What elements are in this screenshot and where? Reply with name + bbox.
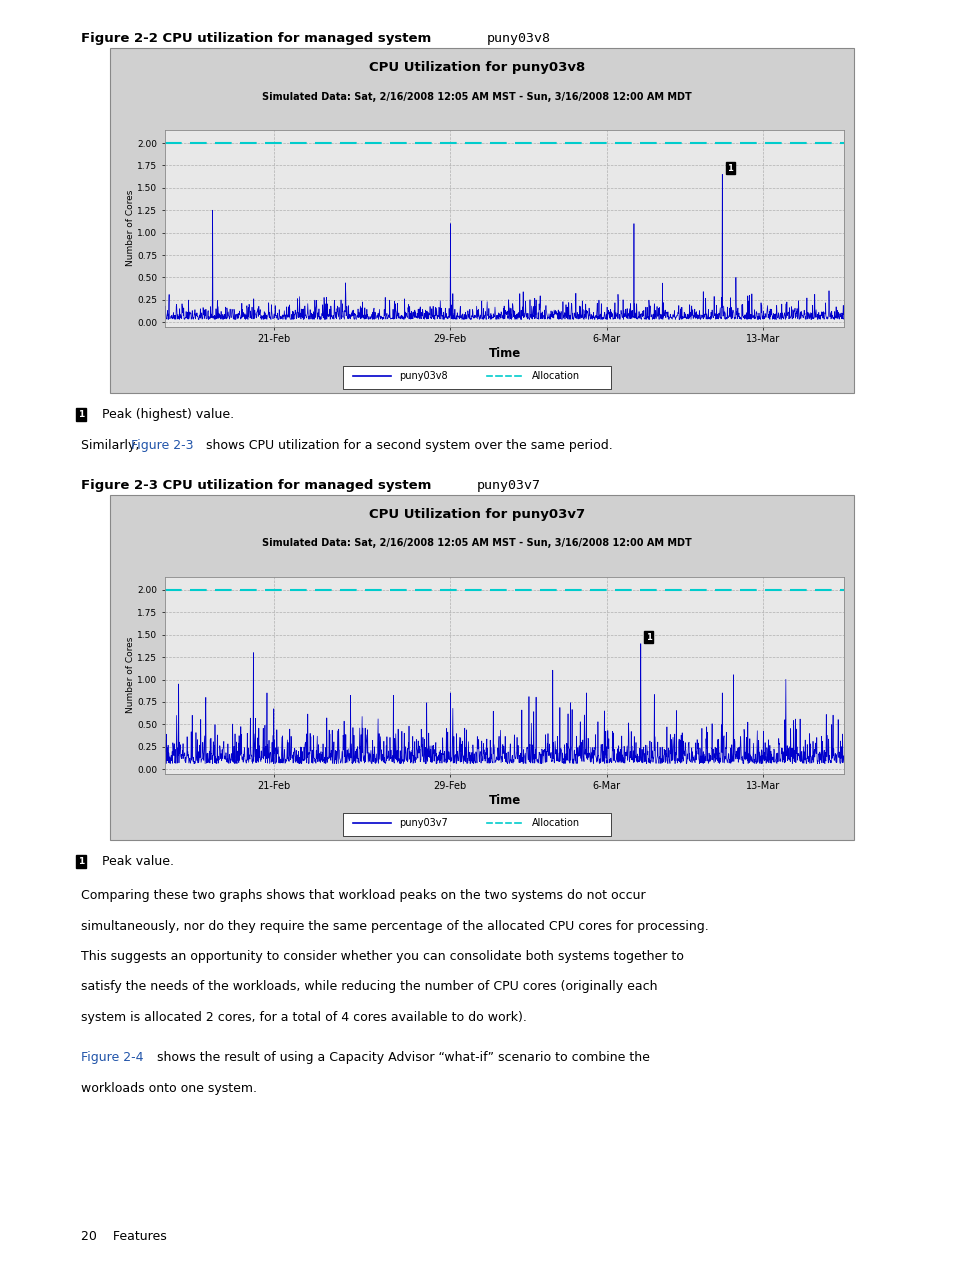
Text: CPU Utilization for puny03v8: CPU Utilization for puny03v8: [369, 61, 584, 74]
Text: Comparing these two graphs shows that workload peaks on the two systems do not o: Comparing these two graphs shows that wo…: [81, 890, 645, 902]
Y-axis label: Number of Cores: Number of Cores: [126, 637, 134, 713]
Text: simultaneously, nor do they require the same percentage of the allocated CPU cor: simultaneously, nor do they require the …: [81, 920, 708, 933]
Text: Peak value.: Peak value.: [102, 854, 173, 868]
Text: 1: 1: [78, 409, 84, 419]
Text: puny03v8: puny03v8: [486, 32, 550, 44]
Text: Peak (highest) value.: Peak (highest) value.: [102, 408, 233, 421]
Text: Figure 2-3 CPU utilization for managed system: Figure 2-3 CPU utilization for managed s…: [81, 479, 440, 492]
Text: puny03v7: puny03v7: [476, 479, 540, 492]
Text: Simulated Data: Sat, 2/16/2008 12:05 AM MST - Sun, 3/16/2008 12:00 AM MDT: Simulated Data: Sat, 2/16/2008 12:05 AM …: [262, 92, 691, 102]
Text: shows the result of using a Capacity Advisor “what-if” scenario to combine the: shows the result of using a Capacity Adv…: [152, 1051, 649, 1064]
Text: workloads onto one system.: workloads onto one system.: [81, 1082, 256, 1094]
Text: satisfy the needs of the workloads, while reducing the number of CPU cores (orig: satisfy the needs of the workloads, whil…: [81, 980, 657, 994]
Text: 20    Features: 20 Features: [81, 1230, 167, 1243]
Text: Figure 2-2 CPU utilization for managed system: Figure 2-2 CPU utilization for managed s…: [81, 32, 440, 44]
Text: 1: 1: [726, 164, 732, 173]
Text: Allocation: Allocation: [532, 819, 579, 829]
X-axis label: Time: Time: [488, 347, 520, 360]
X-axis label: Time: Time: [488, 794, 520, 807]
Text: 1: 1: [645, 633, 651, 642]
Text: Figure 2-4: Figure 2-4: [81, 1051, 144, 1064]
Text: CPU Utilization for puny03v7: CPU Utilization for puny03v7: [369, 508, 584, 521]
Text: puny03v8: puny03v8: [398, 371, 447, 381]
Text: This suggests an opportunity to consider whether you can consolidate both system: This suggests an opportunity to consider…: [81, 949, 683, 963]
Text: puny03v7: puny03v7: [398, 819, 447, 829]
Y-axis label: Number of Cores: Number of Cores: [126, 189, 134, 267]
Text: Simulated Data: Sat, 2/16/2008 12:05 AM MST - Sun, 3/16/2008 12:00 AM MDT: Simulated Data: Sat, 2/16/2008 12:05 AM …: [262, 539, 691, 548]
Text: Allocation: Allocation: [532, 371, 579, 381]
Text: 1: 1: [78, 857, 84, 866]
Text: system is allocated 2 cores, for a total of 4 cores available to do work).: system is allocated 2 cores, for a total…: [81, 1010, 526, 1024]
Text: Similarly,: Similarly,: [81, 438, 143, 452]
Text: shows CPU utilization for a second system over the same period.: shows CPU utilization for a second syste…: [202, 438, 613, 452]
Text: Figure 2-3: Figure 2-3: [131, 438, 193, 452]
